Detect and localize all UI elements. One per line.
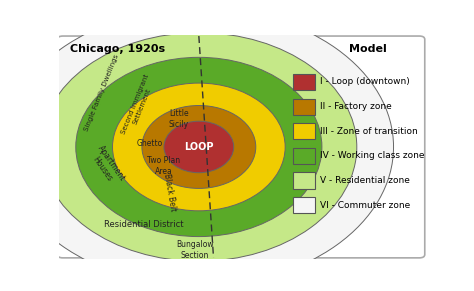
Ellipse shape: [4, 8, 393, 286]
Text: Ghetto: Ghetto: [136, 139, 163, 148]
Text: III - Zone of transition: III - Zone of transition: [320, 127, 418, 136]
Text: Bungalow
Section: Bungalow Section: [176, 240, 214, 260]
Text: Chicago, 1920s: Chicago, 1920s: [70, 44, 165, 54]
Text: Single Family Dwellings: Single Family Dwellings: [83, 54, 119, 132]
Bar: [292, 74, 315, 90]
Ellipse shape: [76, 57, 322, 237]
Bar: [292, 123, 315, 139]
Ellipse shape: [164, 121, 234, 173]
Bar: [292, 173, 315, 189]
Ellipse shape: [41, 33, 357, 261]
Ellipse shape: [112, 83, 285, 211]
Text: II - Factory zone: II - Factory zone: [320, 102, 392, 111]
Text: V - Residential zone: V - Residential zone: [320, 176, 410, 185]
Text: Model: Model: [349, 44, 387, 54]
Text: Black Belt: Black Belt: [162, 173, 177, 212]
Text: Two Plan
Area: Two Plan Area: [147, 156, 181, 176]
Ellipse shape: [142, 106, 256, 188]
Bar: [292, 197, 315, 213]
Text: LOOP: LOOP: [184, 142, 214, 152]
Text: Second Immigrant
Settlement: Second Immigrant Settlement: [120, 73, 156, 138]
Text: Apartment
Houses: Apartment Houses: [87, 143, 127, 189]
Bar: [292, 99, 315, 115]
Text: I - Loop (downtown): I - Loop (downtown): [320, 77, 410, 86]
FancyBboxPatch shape: [57, 36, 425, 258]
Bar: [292, 148, 315, 164]
Text: Little
Sicily: Little Sicily: [169, 109, 189, 129]
Text: IV - Working class zone: IV - Working class zone: [320, 151, 425, 160]
Text: Residential District: Residential District: [104, 220, 183, 229]
Text: VI - Commuter zone: VI - Commuter zone: [320, 201, 410, 210]
